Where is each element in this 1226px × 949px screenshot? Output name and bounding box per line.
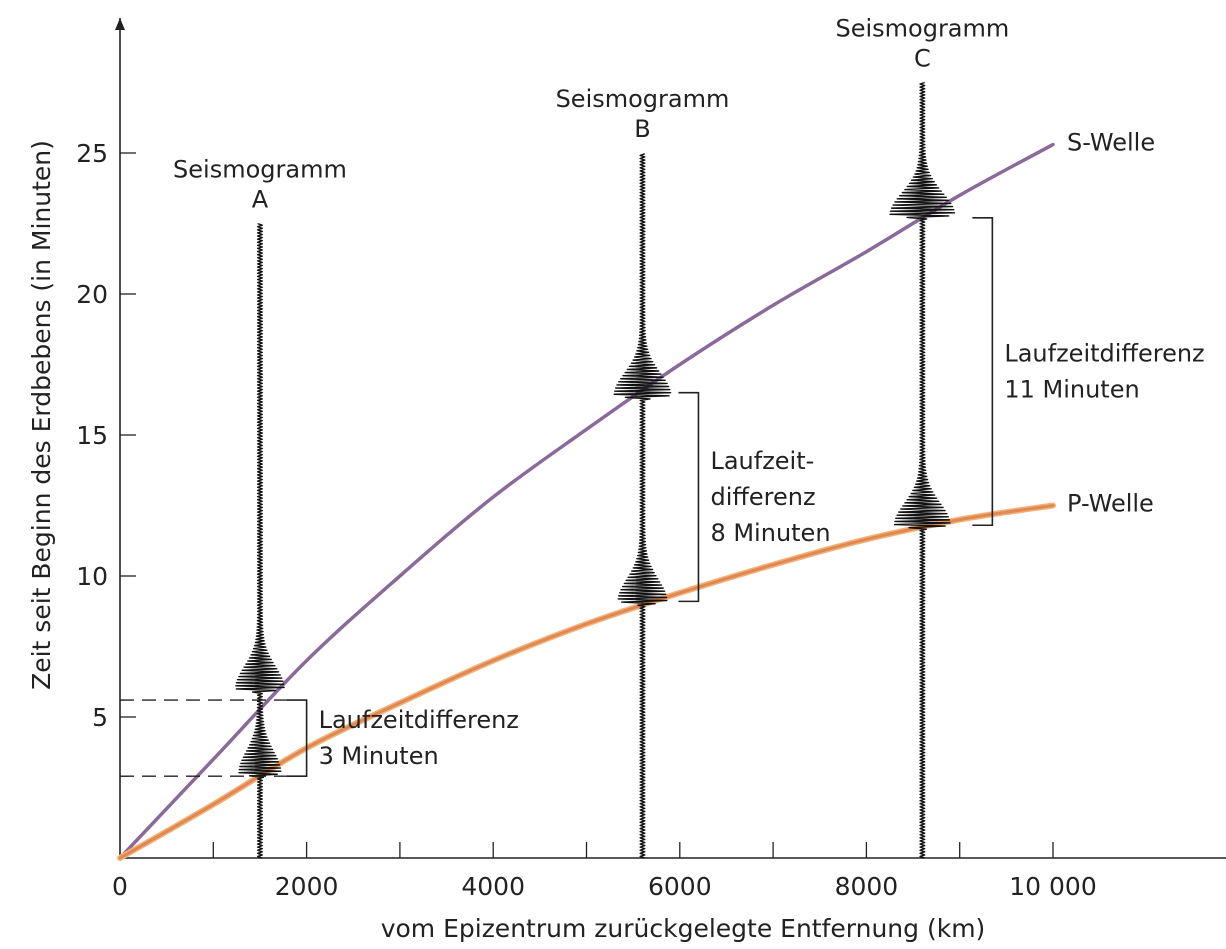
seismogram-letter: B: [634, 115, 650, 143]
seismogram-b-trace: [613, 153, 672, 859]
difference-label: differenz: [710, 483, 815, 511]
y-tick-label: 10: [76, 562, 108, 591]
s-welle-curve: [118, 142, 1055, 860]
difference-label: 3 Minuten: [319, 742, 439, 770]
y-tick-label: 25: [76, 139, 108, 168]
difference-bracket: [286, 699, 308, 778]
seismogram-c-trace: [889, 81, 956, 859]
p-welle-label: P-Welle: [1067, 490, 1154, 518]
seismogram-a-trace: [235, 222, 285, 859]
seismogram-title: Seismogramm: [173, 156, 347, 184]
y-tick-label: 5: [92, 703, 108, 732]
x-tick-label: 0: [112, 872, 128, 901]
difference-label: Laufzeit-: [710, 447, 814, 475]
difference-label: Laufzeitdifferenz: [1004, 340, 1204, 368]
x-tick-label: 8000: [835, 872, 899, 901]
x-tick-label: 10 000: [1009, 872, 1096, 901]
difference-bracket: [972, 217, 994, 527]
axes: 0 2000 4000 6000 8000 10 000 5 10 15 20 25: [76, 18, 1226, 901]
y-axis-arrow: [115, 18, 125, 30]
series-layer: S-Welle P-Welle: [117, 129, 1155, 861]
difference-label: 11 Minuten: [1004, 376, 1139, 404]
seismogram-letter: A: [252, 186, 269, 214]
seismogram-title: Seismogramm: [556, 85, 730, 113]
seismogram-title: Seismogramm: [835, 15, 1009, 43]
x-tick-label: 4000: [461, 872, 525, 901]
difference-bracket: [678, 391, 700, 603]
y-axis-title: Zeit seit Beginn des Erdbebens (in Minut…: [27, 140, 56, 690]
s-welle-label: S-Welle: [1067, 129, 1155, 157]
y-tick-label: 15: [76, 421, 108, 450]
y-tick-label: 20: [76, 280, 108, 309]
x-tick-label: 6000: [648, 872, 712, 901]
x-tick-label: 2000: [275, 872, 339, 901]
seismogram-letter: C: [914, 45, 931, 73]
x-axis-title: vom Epizentrum zurückgelegte Entfernung …: [381, 914, 986, 943]
difference-label: Laufzeitdifferenz: [319, 706, 519, 734]
annotation-layer: Laufzeitdifferenz 3 Minuten Laufzeit-diffe…: [120, 217, 1205, 778]
difference-label: 8 Minuten: [710, 519, 830, 547]
